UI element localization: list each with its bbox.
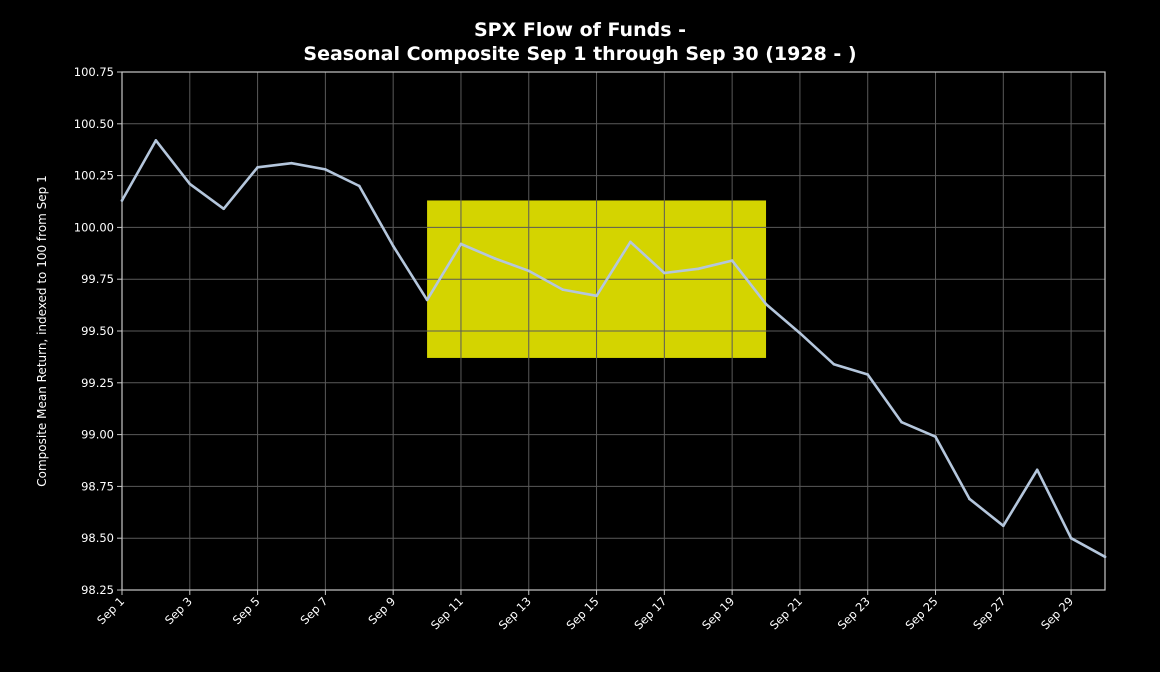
x-tick-label: Sep 9 — [365, 594, 398, 627]
data-point — [357, 184, 361, 188]
y-tick-label: 99.50 — [81, 324, 114, 338]
data-point — [1002, 524, 1005, 528]
data-point — [459, 242, 463, 246]
x-tick-label: Sep 27 — [970, 594, 1008, 632]
y-tick-label: 99.75 — [81, 272, 114, 286]
data-point — [290, 161, 293, 165]
x-tick-label: Sep 3 — [162, 594, 195, 627]
data-point — [188, 182, 192, 186]
data-point — [425, 298, 429, 302]
y-axis-label: Composite Mean Return, indexed to 100 fr… — [35, 175, 49, 486]
x-tick-label: Sep 13 — [496, 594, 534, 632]
x-tick-label: Sep 15 — [564, 594, 602, 632]
x-tick-label: Sep 19 — [699, 594, 737, 632]
data-point — [934, 435, 937, 438]
y-tick-label: 98.50 — [81, 531, 114, 545]
x-tick-label: Sep 1 — [94, 594, 127, 627]
data-point — [1035, 468, 1039, 472]
series-line — [120, 139, 1107, 559]
data-point — [256, 166, 259, 169]
data-point — [1069, 536, 1073, 540]
data-point — [561, 288, 564, 291]
data-point — [595, 294, 598, 298]
data-point — [866, 373, 870, 376]
data-point — [900, 420, 903, 424]
data-point — [120, 199, 124, 202]
x-tick-label: Sep 23 — [835, 594, 873, 632]
x-tick-label: Sep 11 — [428, 594, 466, 632]
y-tick-label: 100.75 — [74, 65, 114, 79]
x-tick-label: Sep 21 — [767, 594, 805, 632]
data-point — [324, 168, 327, 171]
data-point — [832, 362, 836, 366]
data-point — [154, 139, 158, 142]
y-tick-label: 99.25 — [81, 376, 114, 390]
data-point — [696, 267, 700, 271]
y-tick-label: 100.00 — [74, 220, 114, 234]
y-tick-label: 100.25 — [74, 169, 114, 183]
data-point — [222, 207, 225, 211]
data-point — [493, 257, 497, 260]
x-tick-label: Sep 29 — [1038, 594, 1076, 632]
x-tick-label: Sep 7 — [298, 594, 331, 627]
data-point — [391, 244, 395, 248]
data-point — [629, 240, 632, 244]
data-point — [764, 302, 768, 306]
y-tick-label: 100.50 — [74, 117, 114, 131]
data-point — [968, 497, 971, 501]
data-point — [1103, 555, 1107, 559]
y-tick-label: 98.75 — [81, 479, 114, 493]
chart-title: SPX Flow of Funds - — [473, 19, 686, 41]
y-tick-label: 99.00 — [81, 428, 114, 442]
data-point — [798, 331, 802, 335]
x-tick-label: Sep 17 — [631, 594, 669, 632]
chart-subtitle: Seasonal Composite Sep 1 through Sep 30 … — [303, 43, 857, 65]
data-point — [663, 271, 666, 275]
y-tick-label: 98.25 — [81, 583, 114, 597]
x-tick-label: Sep 5 — [230, 594, 263, 627]
data-point — [730, 259, 734, 262]
x-tick-label: Sep 25 — [902, 594, 940, 632]
data-point — [527, 269, 531, 273]
